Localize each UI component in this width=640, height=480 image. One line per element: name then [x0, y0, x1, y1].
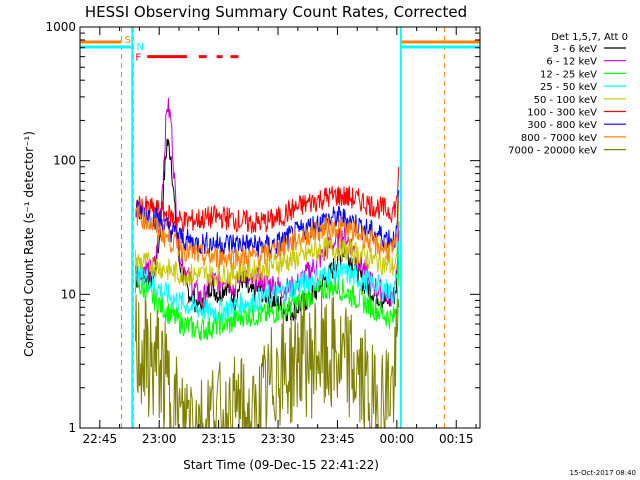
plot-border [79, 26, 481, 429]
x-axis-label: Start Time (09-Dec-15 22:41:22) [183, 458, 379, 472]
flare-marker-label: F [135, 53, 141, 64]
legend-label-2: 12 - 25 keV [540, 69, 597, 80]
night-marker-label: N [136, 42, 143, 53]
y-tick-label-0: 1 [68, 421, 76, 435]
series-line-8 [134, 293, 400, 429]
x-tick-label-4: 23:45 [320, 432, 355, 446]
legend-label-1: 6 - 12 keV [546, 57, 597, 68]
series-line-4 [134, 221, 400, 289]
series-line-7 [134, 200, 400, 271]
x-tick-label-3: 23:30 [261, 432, 296, 446]
series-line-5 [135, 166, 400, 234]
legend-label-5: 100 - 300 keV [527, 108, 597, 119]
legend-label-0: 3 - 6 keV [553, 44, 597, 55]
timestamp: 15-Oct-2017 08:40 [570, 469, 636, 477]
y-tick-label-2: 100 [53, 154, 76, 168]
legend-label-8: 7000 - 20000 keV [508, 146, 597, 157]
legend-label-4: 50 - 100 keV [534, 95, 598, 106]
y-axis-label: Corrected Count Rate (s⁻¹ detector⁻¹) [22, 131, 36, 357]
x-tick-label-6: 00:15 [439, 432, 474, 446]
series-line-2 [134, 254, 400, 341]
legend-label-7: 800 - 7000 keV [521, 133, 597, 144]
legend-title: Det 1,5,7, Att 0 [551, 32, 628, 43]
series-line-3 [134, 241, 400, 322]
series-layer [134, 97, 400, 429]
x-tick-label-0: 22:45 [83, 432, 118, 446]
axis-ticks: 22:45 23:00 23:15 23:30 23:45 00:00 00:15 1 10 10… [45, 20, 480, 446]
chart-title: HESSI Observing Summary Count Rates, Cor… [85, 3, 467, 21]
y-tick-label-1: 10 [61, 287, 76, 301]
y-tick-label-3: 1000 [45, 20, 76, 34]
x-tick-label-5: 00:00 [380, 432, 415, 446]
x-tick-label-1: 23:00 [142, 432, 177, 446]
legend-label-3: 25 - 50 keV [540, 82, 597, 93]
legend-label-6: 300 - 800 keV [527, 120, 597, 131]
plot-frame [79, 26, 481, 429]
x-tick-label-2: 23:15 [201, 432, 236, 446]
saa-marker-label: S [125, 35, 131, 46]
marker-layer: SNF [80, 27, 480, 428]
